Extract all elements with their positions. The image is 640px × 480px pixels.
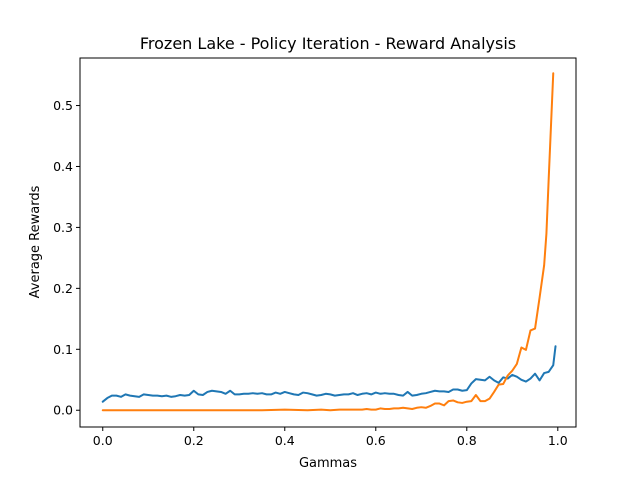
y-tick-label: 0.4 [53, 159, 73, 174]
x-tick-label: 0.8 [457, 433, 477, 448]
y-tick-label: 0.5 [53, 98, 73, 113]
y-tick-label: 0.3 [53, 220, 73, 235]
x-tick-label: 0.6 [366, 433, 386, 448]
x-axis-label: Gammas [299, 456, 357, 471]
axis-ticks: 0.0 0.2 0.4 0.6 0.8 1.0 0.0 0.1 0.2 0.3 0.4 0.5 [53, 98, 568, 448]
y-axis-label: Average Rewards [28, 185, 43, 298]
chart-title: Frozen Lake - Policy Iteration - Reward … [140, 34, 516, 53]
y-tick-label: 0.0 [53, 403, 73, 418]
y-tick-label: 0.2 [53, 281, 73, 296]
plot-frame [79, 57, 577, 428]
x-tick-label: 0.0 [93, 433, 113, 448]
series-line-1 [101, 345, 557, 403]
y-tick-label: 0.1 [53, 342, 73, 357]
x-tick-label: 0.4 [275, 433, 295, 448]
x-tick-label: 1.0 [548, 433, 568, 448]
plot-lines [101, 72, 557, 412]
series-line-2 [101, 72, 555, 412]
x-tick-label: 0.2 [184, 433, 204, 448]
